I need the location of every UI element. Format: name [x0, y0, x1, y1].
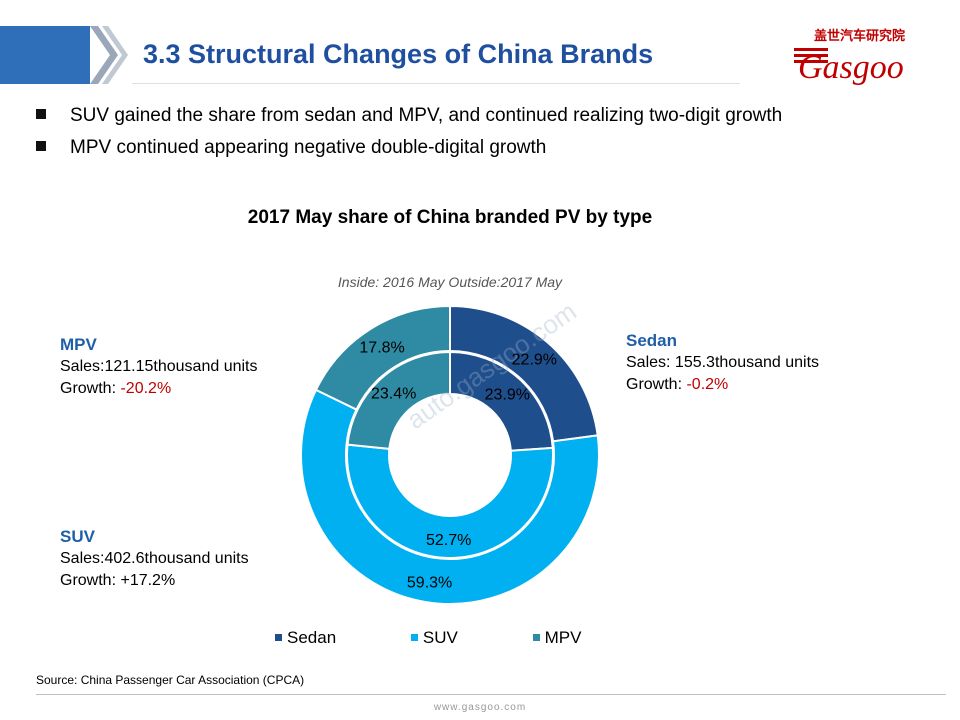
callout-mpv-growth: -20.2%	[120, 380, 172, 397]
outer-ring-slice-mpv	[314, 304, 451, 411]
callout-sedan-growth: -0.2%	[686, 376, 729, 393]
outer-ring-label-mpv: 17.8%	[359, 339, 404, 356]
bullet-text: MPV continued appearing negative double-…	[70, 137, 547, 158]
callout-suv: SUV Sales:402.6thousand units Growth: +1…	[60, 526, 249, 592]
callout-sedan-name: Sedan	[626, 331, 678, 350]
callout-mpv-name: MPV	[60, 335, 97, 354]
outer-ring-slice-suv	[300, 388, 600, 605]
footer-url: www.gasgoo.com	[433, 702, 527, 713]
callout-suv-sales: Sales:402.6thousand units	[60, 550, 249, 567]
callout-sedan-growth-row: Growth: -0.2%	[626, 374, 819, 396]
legend-label-suv: SUV	[422, 628, 458, 647]
bullet-square-icon	[36, 141, 46, 151]
callout-mpv: MPV Sales:121.15thousand units Growth: -…	[60, 334, 257, 400]
logo-en-text: Gasgoo	[798, 49, 904, 86]
footer-divider	[36, 694, 946, 695]
callout-mpv-sales: Sales:121.15thousand units	[60, 358, 258, 375]
inner-ring-label-sedan: 23.9%	[485, 387, 530, 404]
callout-suv-growth-row: Growth: +17.2%	[60, 570, 249, 592]
chart-subtitle: Inside: 2016 May Outside:2017 May	[337, 274, 563, 290]
callout-mpv-growth-label: Growth:	[60, 380, 121, 397]
bullet-text: SUV gained the share from sedan and MPV,…	[70, 105, 783, 126]
callout-sedan-sales: Sales: 155.3thousand units	[626, 354, 820, 371]
legend-swatch-suv	[410, 634, 418, 641]
logo-cn-text: 盖世汽车研究院	[814, 28, 905, 43]
legend-swatch-mpv	[532, 634, 540, 641]
inner-ring-label-suv: 52.7%	[426, 532, 471, 549]
outer-ring-label-sedan: 22.9%	[512, 352, 557, 369]
outer-ring-label-suv: 59.3%	[407, 574, 452, 591]
callout-sedan-growth-label: Growth:	[626, 376, 687, 393]
header-band	[0, 26, 740, 84]
chart-title: 2017 May share of China branded PV by ty…	[247, 207, 653, 228]
source-note: Source: China Passenger Car Association …	[36, 673, 305, 687]
inner-ring-label-mpv: 23.4%	[371, 386, 416, 403]
legend-item-suv: SUV	[410, 628, 458, 648]
legend-item-sedan: Sedan	[275, 628, 336, 648]
bullet-item: SUV gained the share from sedan and MPV,…	[36, 104, 782, 128]
legend-label-sedan: Sedan	[287, 628, 337, 647]
inner-ring-slice-suv	[346, 443, 554, 559]
callout-suv-growth-label: Growth:	[60, 572, 121, 589]
gasgoo-logo: 盖世汽车研究院 Gasgoo	[794, 28, 905, 86]
chart-legend: Sedan SUV MPV	[275, 628, 651, 648]
callout-suv-growth: +17.2%	[120, 572, 176, 589]
bullet-item: MPV continued appearing negative double-…	[36, 136, 546, 160]
page-title: 3.3 Structural Changes of China Brands	[143, 39, 654, 69]
legend-item-mpv: MPV	[532, 628, 582, 648]
bullet-square-icon	[36, 109, 46, 119]
inner-ring-slice-mpv	[346, 350, 451, 450]
flag-stripes-icon	[794, 48, 828, 63]
callout-suv-name: SUV	[60, 527, 95, 546]
callout-mpv-growth-row: Growth: -20.2%	[60, 378, 257, 400]
legend-label-mpv: MPV	[544, 628, 582, 647]
legend-swatch-sedan	[275, 634, 282, 641]
callout-sedan: Sedan Sales: 155.3thousand units Growth:…	[626, 330, 819, 396]
